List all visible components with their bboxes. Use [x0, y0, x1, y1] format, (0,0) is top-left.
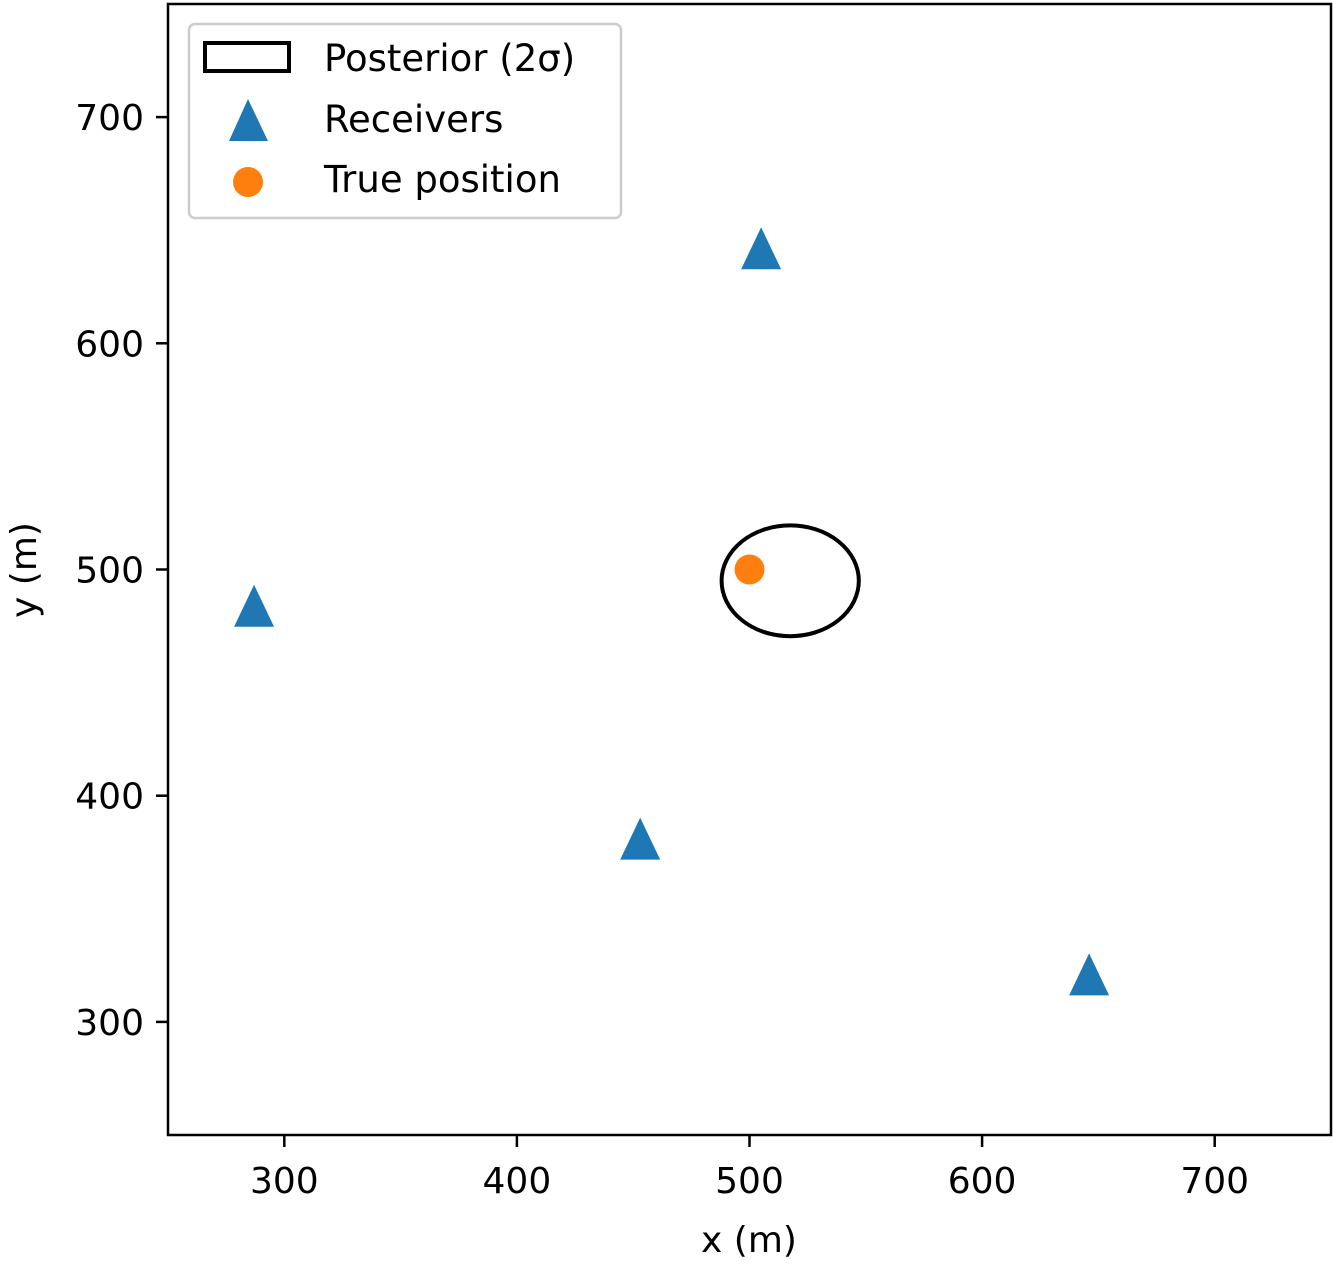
x-tick-label: 700: [1180, 1161, 1249, 1202]
plot-frame: [166, 2, 1333, 1137]
x-tick-label: 400: [483, 1161, 552, 1202]
legend: Posterior (2σ) Receivers True position: [187, 22, 623, 220]
y-tick-label: 300: [75, 1003, 144, 1044]
posterior-ellipse: [719, 523, 861, 639]
x-axis-ticks: 300 400 500 600 700: [250, 1135, 1249, 1202]
legend-ellipse-swatch: [203, 41, 291, 73]
y-tick-label: 600: [75, 324, 144, 365]
plot-marks: [234, 227, 1110, 996]
y-tick-label: 700: [75, 98, 144, 139]
x-tick-label: 600: [948, 1161, 1017, 1202]
legend-label-true-position: True position: [323, 158, 561, 201]
true-position-marker: [734, 554, 765, 585]
x-tick-label: 500: [715, 1161, 784, 1202]
y-tick-label: 400: [75, 777, 144, 818]
legend-box: [187, 22, 623, 220]
x-axis-label: x (m): [701, 1220, 797, 1261]
legend-label-posterior: Posterior (2σ): [324, 37, 575, 80]
receiver-marker: [620, 817, 661, 860]
receiver-marker: [234, 584, 275, 627]
x-tick-label: 300: [250, 1161, 319, 1202]
y-tick-label: 500: [75, 551, 144, 592]
y-axis-label: y (m): [4, 522, 45, 618]
legend-receiver-marker: [229, 99, 268, 141]
y-axis-ticks: 300 400 500 600 700: [75, 98, 168, 1044]
legend-true-position-marker: [233, 167, 263, 197]
legend-label-receivers: Receivers: [324, 98, 503, 141]
receiver-marker: [741, 227, 782, 270]
receiver-marker: [1069, 953, 1110, 996]
